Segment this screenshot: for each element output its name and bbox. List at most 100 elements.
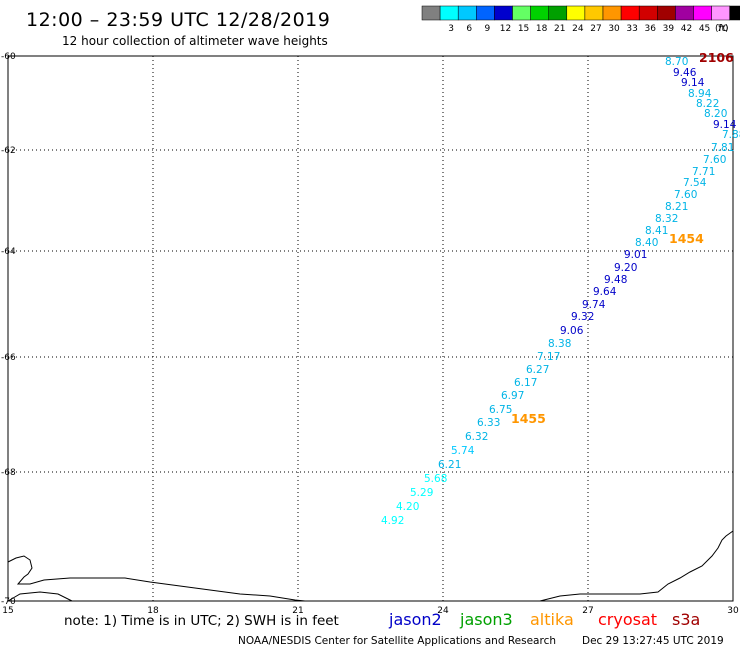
legend-tick-label: 12 bbox=[500, 24, 511, 34]
coastline-west bbox=[7, 555, 306, 602]
legend-tick-label: 39 bbox=[663, 24, 675, 34]
longitude-tick-label: 24 bbox=[437, 606, 449, 616]
wave-height-label: 8.20 bbox=[704, 108, 727, 120]
legend-tick-label: 27 bbox=[590, 24, 601, 34]
pass-time-label: 2106 bbox=[699, 50, 734, 65]
satellite-name-s3a: s3a bbox=[672, 610, 700, 629]
wave-height-label: 9.48 bbox=[604, 274, 627, 286]
wave-height-label: 7.88 bbox=[722, 129, 740, 141]
legend-swatch bbox=[657, 5, 676, 21]
wave-height-label: 7.60 bbox=[703, 154, 726, 166]
satellite-name-cryosat: cryosat bbox=[598, 610, 657, 629]
satellite-pass-times: 2106 1454 1455 bbox=[511, 50, 734, 426]
legend-swatch bbox=[476, 5, 495, 21]
legend-unit-label: (ft) bbox=[715, 24, 729, 34]
legend-swatch bbox=[711, 5, 730, 21]
pass-time-label: 1455 bbox=[511, 411, 546, 426]
wave-height-label: 9.64 bbox=[593, 286, 617, 298]
wave-height-label: 6.27 bbox=[526, 364, 549, 376]
legend-swatch bbox=[675, 5, 694, 21]
wave-height-label: 8.40 bbox=[635, 237, 658, 249]
wave-height-label: 8.22 bbox=[696, 98, 719, 110]
legend-swatch bbox=[421, 5, 441, 21]
timestamp-text: Dec 29 13:27:45 UTC 2019 bbox=[582, 635, 724, 647]
wave-height-label: 9.14 bbox=[681, 77, 705, 89]
wave-height-label: 8.21 bbox=[665, 201, 688, 213]
legend-swatch bbox=[494, 5, 513, 21]
legend-tick-label: 3 bbox=[448, 24, 454, 34]
legend-tick-label: 18 bbox=[536, 24, 548, 34]
wave-height-label: 5.29 bbox=[410, 487, 433, 499]
legend-tick-label: 30 bbox=[608, 24, 620, 34]
wave-height-label: 7.54 bbox=[683, 177, 707, 189]
wave-height-label: 6.17 bbox=[514, 377, 537, 389]
longitude-tick-label: 27 bbox=[582, 606, 593, 616]
wave-height-label: 9.14 bbox=[713, 119, 737, 131]
latitude-tick-label: -60 bbox=[1, 52, 16, 62]
wave-height-label: 6.21 bbox=[438, 459, 461, 471]
latitude-tick-label: -64 bbox=[1, 247, 16, 257]
satellite-name-jason3: jason3 bbox=[459, 610, 513, 629]
latitude-tick-label: -62 bbox=[1, 146, 16, 156]
wave-height-label: 5.74 bbox=[451, 445, 475, 457]
legend-tick-label: 45 bbox=[699, 24, 710, 34]
legend-swatch bbox=[566, 5, 586, 21]
wave-height-label: 8.38 bbox=[548, 338, 571, 350]
pass-time-label: 1454 bbox=[669, 231, 704, 246]
footer-note: note: 1) Time is in UTC; 2) SWH is in fe… bbox=[64, 613, 339, 629]
wave-height-label: 7.71 bbox=[692, 166, 715, 178]
legend-tick-label: 6 bbox=[466, 24, 472, 34]
legend-tick-label: 70 bbox=[717, 24, 729, 34]
legend-swatch bbox=[457, 5, 477, 21]
satellite-name-altika: altika bbox=[530, 610, 574, 629]
wave-height-label: 8.94 bbox=[688, 88, 712, 100]
map-subtitle: 12 hour collection of altimeter wave hei… bbox=[62, 34, 328, 48]
legend-swatch bbox=[530, 5, 549, 21]
satellite-legend: jason2 jason3 altika cryosat s3a bbox=[388, 610, 700, 629]
wave-height-label: 9.06 bbox=[560, 325, 584, 337]
longitude-tick-label: 15 bbox=[2, 606, 13, 616]
legend-swatch bbox=[512, 5, 531, 21]
credit-text: NOAA/NESDIS Center for Satellite Applica… bbox=[238, 635, 556, 647]
coastline-east bbox=[539, 530, 734, 602]
wave-height-label: 9.32 bbox=[571, 311, 594, 323]
latitude-tick-label: -66 bbox=[1, 353, 16, 363]
latitude-labels: -60 -62 -64 -66 -68 -70 bbox=[1, 52, 16, 607]
longitude-tick-label: 18 bbox=[147, 606, 159, 616]
wave-height-label: 7.17 bbox=[537, 351, 560, 363]
satellite-name-jason2: jason2 bbox=[388, 610, 442, 629]
map-frame bbox=[7, 55, 734, 602]
legend-swatch bbox=[729, 5, 740, 21]
wave-height-label: 6.97 bbox=[501, 390, 524, 402]
legend-tick-label: 42 bbox=[681, 24, 692, 34]
legend-tick-label: 21 bbox=[554, 24, 565, 34]
legend-swatch bbox=[620, 5, 640, 21]
legend-swatch bbox=[602, 5, 622, 21]
wave-height-label: 4.92 bbox=[381, 515, 404, 527]
legend-tick-label: 33 bbox=[626, 24, 637, 34]
legend-tick-label: 15 bbox=[518, 24, 529, 34]
legend-tick-label: 24 bbox=[572, 24, 584, 34]
wave-height-label: 8.70 bbox=[665, 56, 688, 68]
coastline-islet bbox=[7, 591, 73, 602]
map-title: 12:00 – 23:59 UTC 12/28/2019 bbox=[26, 9, 330, 31]
color-scale-legend: 3 6 9 12 15 18 21 24 27 30 33 36 39 42 45 70 bbox=[421, 5, 740, 34]
wave-height-label: 8.32 bbox=[655, 213, 678, 225]
graticule bbox=[8, 56, 733, 601]
longitude-tick-label: 30 bbox=[727, 606, 739, 616]
latitude-tick-label: -68 bbox=[1, 468, 16, 478]
legend-swatch bbox=[638, 5, 658, 21]
legend-swatch bbox=[693, 5, 712, 21]
legend-swatch bbox=[584, 5, 604, 21]
wave-height-label: 6.75 bbox=[489, 404, 512, 416]
legend-swatch bbox=[439, 5, 459, 21]
wave-height-label: 7.60 bbox=[674, 189, 697, 201]
legend-swatch bbox=[548, 5, 568, 21]
longitude-labels: 15 18 21 24 27 30 bbox=[2, 606, 739, 616]
wave-height-label: 8.41 bbox=[645, 225, 668, 237]
longitude-tick-label: 21 bbox=[292, 606, 303, 616]
legend-tick-label: 9 bbox=[484, 24, 490, 34]
wave-height-label: 9.46 bbox=[673, 67, 697, 79]
wave-height-label: 9.20 bbox=[614, 262, 637, 274]
